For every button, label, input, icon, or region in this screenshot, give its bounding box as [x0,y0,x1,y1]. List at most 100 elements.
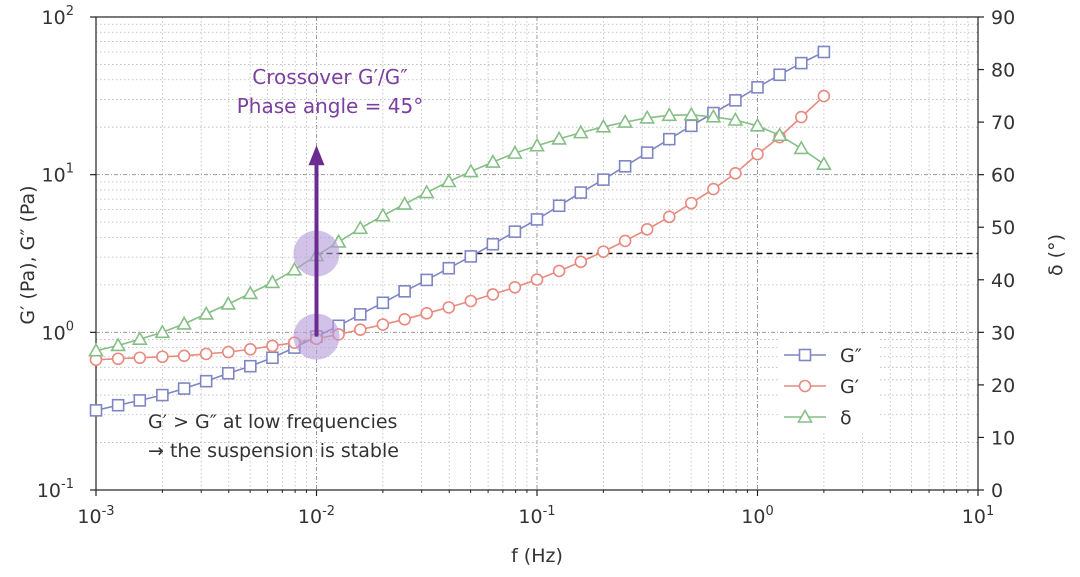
data-point-circle [420,307,433,320]
data-point-square [662,132,676,146]
y-tick-exponent: 1 [66,162,74,177]
stability-annotation-line2: → the suspension is stable [148,440,399,462]
data-point-triangle [683,106,700,121]
data-point-square [508,225,522,238]
data-point-triangle [242,285,259,300]
data-point-triangle [220,295,237,310]
data-point-circle [156,350,169,364]
legend-marker-circle [798,379,812,393]
y2-tick-label: 30 [991,322,1015,344]
data-point-square [133,394,147,407]
data-point-triangle [617,113,633,128]
data-point-square [244,359,257,373]
data-point-triangle [749,117,766,132]
data-point-triangle [816,156,832,170]
series-2 [88,106,832,357]
data-point-triangle [661,107,678,122]
legend-label-2: δ [840,407,852,429]
data-point-circle [177,349,191,363]
legend-marker-square [798,348,812,362]
data-point-square [618,159,632,173]
data-point-square [420,273,433,287]
data-point-square [354,308,367,321]
y2-tick-label: 50 [991,217,1015,239]
x-tick-exponent: 1 [986,504,994,519]
data-point-triangle [551,130,568,145]
y-tick-exponent: 0 [66,319,74,334]
data-point-circle [685,196,698,210]
data-point-square [530,213,544,226]
series-line-0 [95,51,825,412]
data-point-triangle [375,207,391,222]
data-point-circle [707,182,720,196]
data-point-triangle [639,109,656,124]
data-point-circle [133,351,147,365]
legend-label-0: G″ [840,345,862,367]
data-point-square [177,382,191,395]
y-axis-title: G′ (Pa), G″ (Pa) [17,185,39,324]
data-point-circle [751,147,764,161]
series-layer [88,45,832,417]
annotation-overlay [293,145,340,360]
data-point-circle [597,245,610,258]
axes: 10-3 10-2 10-1 100 10110-1100101102010203040… [37,4,1015,528]
data-point-square [442,261,456,275]
data-point-square [817,45,831,59]
y2-tick-label: 10 [991,427,1015,449]
data-point-circle [508,281,522,294]
data-point-triangle [352,220,369,235]
data-point-circle [662,210,676,224]
data-point-square [486,237,500,251]
data-point-triangle [572,124,589,139]
x-tick-exponent: -3 [102,504,115,519]
data-point-square [795,56,808,70]
y2-tick-label: 80 [991,60,1015,82]
data-point-triangle [529,137,545,152]
y2-tick-label: 70 [991,112,1015,134]
data-point-circle [574,255,588,269]
data-point-circle [552,264,566,278]
x-tick-label: 10-3 [77,504,114,528]
data-point-square [552,199,566,213]
data-point-circle [221,345,235,359]
data-point-circle [817,89,831,103]
data-point-triangle [462,163,479,178]
data-point-square [685,119,698,133]
x-axis-title: f (Hz) [511,545,563,567]
legend-items: G″ G′ δ [784,345,862,429]
data-point-circle [354,323,367,336]
data-point-circle [398,312,411,326]
data-point-triangle [154,324,171,339]
data-point-triangle [110,337,127,352]
crossover-arrow-head [308,145,325,166]
data-point-triangle [705,108,722,123]
data-point-square [111,398,125,412]
data-point-square [398,285,411,298]
data-point-square [751,81,764,94]
x-tick-exponent: 0 [765,504,773,519]
data-point-triangle [440,173,457,188]
y2-tick-label: 20 [991,375,1015,397]
data-point-triangle [88,342,104,357]
data-point-circle [640,223,654,236]
y-tick-label: 10-1 [37,477,74,502]
data-point-triangle [264,274,281,289]
y2-tick-label: 0 [991,480,1003,502]
data-point-triangle [727,111,744,126]
legend-marker-triangle [797,408,813,423]
series-0 [89,45,831,417]
data-point-triangle [396,195,413,210]
data-point-circle [486,288,500,301]
data-point-circle [244,343,257,356]
data-point-circle [266,339,279,353]
data-point-square [729,94,742,107]
data-point-square [640,146,654,159]
x-tick-exponent: -2 [322,504,335,519]
legend-label-1: G′ [840,376,859,398]
data-point-square [156,388,169,402]
data-point-triangle [176,315,192,330]
series-1 [89,89,831,367]
crossover-annotation-line2: Phase angle = 45° [237,94,423,118]
x-tick-label: 101 [962,504,994,528]
data-point-triangle [507,144,523,159]
